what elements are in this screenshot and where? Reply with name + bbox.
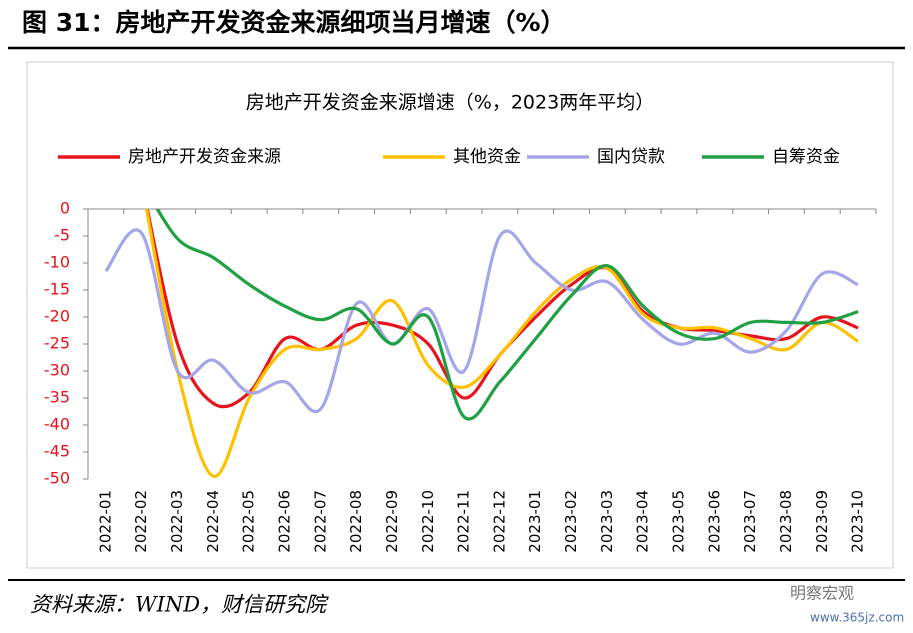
y-tick-label: 0: [60, 199, 70, 218]
x-tick-label: 2022-01: [96, 490, 114, 553]
x-tick-label: 2022-05: [240, 490, 258, 553]
chart-title: 房地产开发资金来源增速（%，2023两年平均）: [246, 92, 654, 114]
y-tick-label: -50: [44, 469, 70, 488]
series-line: [145, 209, 859, 409]
x-tick-label: 2023-02: [562, 490, 580, 553]
watermark: 明察宏观: [790, 584, 854, 603]
chart-frame: [26, 61, 894, 569]
x-tick-label: 2023-09: [813, 490, 831, 553]
x-tick-label: 2023-01: [526, 490, 544, 553]
x-tick-label: 2022-03: [168, 490, 186, 553]
series-line: [155, 209, 859, 421]
x-tick-label: 2022-10: [419, 490, 437, 553]
y-tick-label: -20: [44, 307, 70, 326]
watermark-site: www.365jz.com: [810, 611, 904, 625]
x-tick-label: 2023-10: [849, 490, 867, 553]
y-tick-label: -10: [44, 253, 70, 272]
source: 资料来源：WIND，财信研究院: [30, 593, 329, 617]
x-tick-label: 2022-06: [276, 490, 294, 553]
x-tick-label: 2022-04: [204, 490, 222, 553]
x-tick-label: 2022-08: [347, 490, 365, 553]
x-tick-label: 2023-06: [705, 490, 723, 553]
y-tick-label: -45: [44, 442, 70, 461]
x-tick-label: 2023-03: [598, 490, 616, 553]
y-tick-label: -35: [44, 388, 70, 407]
x-tick-label: 2023-08: [777, 490, 795, 553]
legend-label: 房地产开发资金来源: [128, 147, 281, 167]
figure-title: 图 31：房地产开发资金来源细项当月增速（%）: [22, 8, 566, 37]
x-tick-label: 2022-02: [132, 490, 150, 553]
legend-label: 国内贷款: [597, 147, 665, 167]
x-tick-label: 2023-05: [670, 490, 688, 553]
x-tick-label: 2022-09: [383, 490, 401, 553]
x-tick-label: 2022-12: [490, 490, 508, 553]
x-tick-label: 2023-07: [741, 490, 759, 553]
y-tick-label: -30: [44, 361, 70, 380]
x-tick-label: 2022-07: [311, 490, 329, 553]
series-line: [144, 209, 859, 478]
x-tick-label: 2023-04: [634, 490, 652, 553]
y-tick-label: -25: [44, 334, 70, 353]
legend-label: 自筹资金: [772, 147, 840, 167]
y-tick-label: -40: [44, 415, 70, 434]
y-tick-label: -15: [44, 280, 70, 299]
series-line: [104, 228, 859, 414]
y-tick-label: -5: [54, 226, 70, 245]
plot-area: [104, 209, 859, 478]
legend-label: 其他资金: [453, 147, 521, 167]
x-tick-label: 2022-11: [455, 490, 473, 553]
